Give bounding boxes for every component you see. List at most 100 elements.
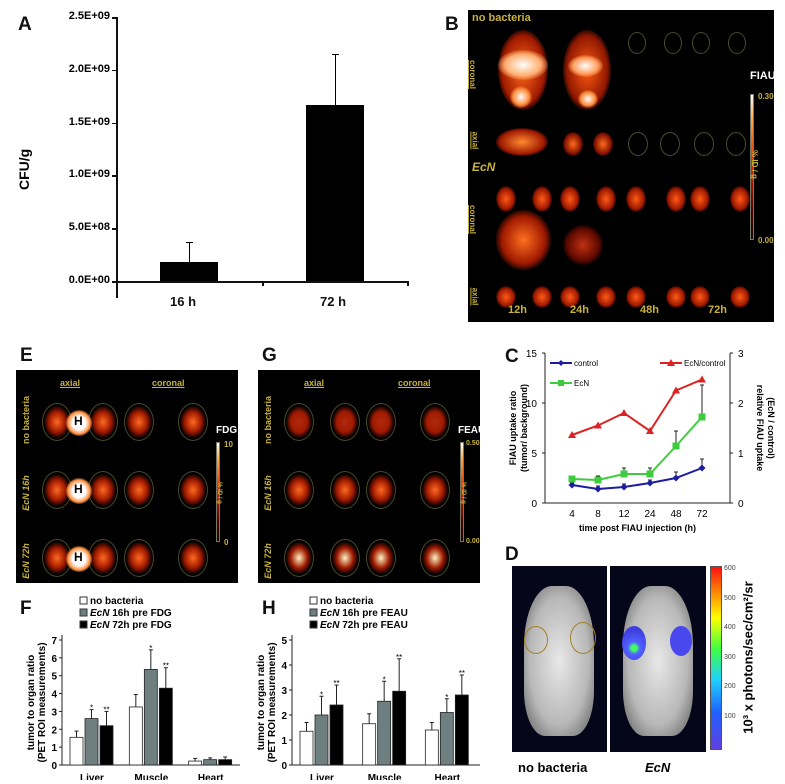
svg-text:3: 3 <box>738 349 744 360</box>
row-ecn-72h: EcN 72h <box>21 543 31 579</box>
pet-signal <box>690 186 710 212</box>
tumor-roi <box>628 132 648 156</box>
panel-c-label: C <box>505 346 519 367</box>
svg-text:control: control <box>574 359 598 368</box>
pet-signal <box>666 286 686 308</box>
svg-text:*: * <box>320 690 323 699</box>
pet-signal <box>593 132 613 156</box>
pet-signal <box>496 286 516 308</box>
tumor-roi <box>366 471 396 509</box>
svg-text:1: 1 <box>51 743 57 754</box>
feau-pet-image-grid: axial coronal no bacteria EcN 16h EcN 72… <box>258 370 480 583</box>
error-bar <box>334 53 336 105</box>
time-24h: 24h <box>570 304 589 316</box>
svg-text:*: * <box>149 644 152 653</box>
svg-text:tumor to organ ratio(PET ROI m: tumor to organ ratio(PET ROI measurement… <box>256 642 278 762</box>
svg-text:2: 2 <box>281 711 287 722</box>
svg-text:3: 3 <box>281 686 287 697</box>
pet-signal-hot <box>498 50 548 80</box>
svg-text:8: 8 <box>595 509 601 520</box>
pet-signal <box>532 186 552 212</box>
fdg-scale-unit: % ID / g <box>215 482 222 504</box>
y-tick-label: 2.5E+09 <box>68 10 110 22</box>
panel-f-label: F <box>20 598 32 619</box>
fdg-colorbar <box>216 442 220 542</box>
fiau-scale-max: 0.30 <box>758 92 774 101</box>
tumor-roi <box>330 471 360 509</box>
svg-text:EcN 16h pre FDG: EcN 16h pre FDG <box>90 608 172 619</box>
pet-signal <box>626 286 646 308</box>
fiau-scale-min: 0.00 <box>758 236 774 245</box>
svg-text:Heart: Heart <box>198 773 224 780</box>
svg-text:**: ** <box>396 653 402 662</box>
tumor-roi <box>366 403 396 441</box>
feau-scale-max: 0.50 <box>466 440 480 447</box>
tumor-roi <box>420 471 450 509</box>
pet-signal <box>626 186 646 212</box>
tumor-roi <box>664 32 682 54</box>
panel-a-ylabel: CFU/g <box>16 148 32 190</box>
row-ecn-72h: EcN 72h <box>263 543 273 579</box>
fiau-pet-image-grid: no bacteria EcN coronal axial coronal ax… <box>468 10 774 322</box>
bli-signal-right <box>670 626 692 656</box>
caption-ecn: EcN <box>645 760 671 775</box>
y-tick-mark <box>112 175 117 177</box>
tumor-roi <box>284 471 314 509</box>
bar <box>160 261 218 281</box>
svg-text:EcN 72h pre FEAU: EcN 72h pre FEAU <box>320 620 408 631</box>
col-axial-label: axial <box>304 378 325 388</box>
svg-text:48: 48 <box>670 509 682 520</box>
pet-signal <box>560 286 580 308</box>
x-tick-mark <box>262 281 264 286</box>
col-axial-label: axial <box>60 378 81 388</box>
tumor-roi <box>728 32 746 54</box>
tumor-roi <box>178 403 208 441</box>
tumor-roi <box>124 539 154 577</box>
svg-text:**: ** <box>103 705 109 714</box>
svg-text:3: 3 <box>51 707 57 718</box>
feau-scale-title: FEAU <box>458 425 480 436</box>
col-coronal-label: coronal <box>152 378 185 388</box>
tumor-roi <box>726 132 746 156</box>
tumor-roi <box>88 403 118 441</box>
row-no-bacteria: no bacteria <box>263 396 273 445</box>
row-coronal-label-2: coronal <box>468 205 477 234</box>
heart-signal <box>66 546 92 572</box>
heart-signal <box>66 478 92 504</box>
pet-signal <box>496 128 548 156</box>
svg-text:0: 0 <box>738 499 744 510</box>
svg-text:*: * <box>445 693 448 702</box>
tumor-roi <box>284 539 314 577</box>
mouse-body <box>623 586 693 736</box>
heart-signal <box>66 410 92 436</box>
svg-text:Liver: Liver <box>310 773 334 780</box>
svg-text:*: * <box>90 704 93 713</box>
svg-text:EcN: EcN <box>574 379 589 388</box>
x-tick-mark <box>407 281 409 286</box>
fiau-colorbar <box>750 94 754 240</box>
pet-signal <box>532 286 552 308</box>
svg-text:2: 2 <box>738 399 744 410</box>
row-no-bacteria: no bacteria <box>21 396 31 445</box>
panel-a-xtick-16h: 16 h <box>170 294 197 309</box>
pet-signal <box>730 286 750 308</box>
pet-signal-hot <box>578 90 598 108</box>
svg-text:72: 72 <box>696 509 708 520</box>
y-tick-mark <box>112 69 117 72</box>
y-tick-mark <box>112 122 117 125</box>
y-tick-label: 1.0E+09 <box>68 168 110 181</box>
fdg-pet-image-grid: axial coronal no bacteria EcN 16h EcN 72… <box>16 370 238 583</box>
pet-signal <box>496 186 516 212</box>
bar <box>306 104 364 281</box>
tumor-roi <box>628 32 646 54</box>
svg-text:Muscle: Muscle <box>368 773 402 780</box>
time-48h: 48h <box>640 304 659 316</box>
y-tick-label: 1.5E+09 <box>68 115 110 128</box>
caption-no-bacteria: no bacteria <box>518 760 588 775</box>
panel-d-label: D <box>505 544 519 565</box>
svg-text:FIAU uptake ratio(tumor/ backg: FIAU uptake ratio(tumor/ background) <box>508 384 529 472</box>
group-no-bacteria-label: no bacteria <box>472 12 531 24</box>
tumor-roi <box>420 539 450 577</box>
